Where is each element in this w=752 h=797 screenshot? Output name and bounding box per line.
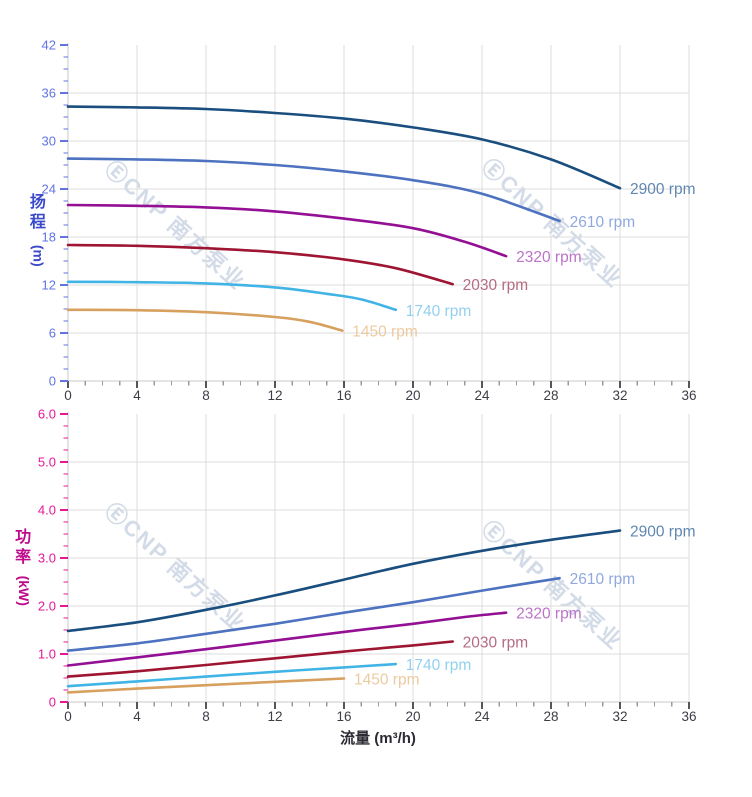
head-curve-label-2900-rpm: 2900 rpm [630, 181, 695, 198]
head-x-tick-label: 28 [543, 388, 558, 403]
head-curve-label-1450-rpm: 1450 rpm [352, 324, 417, 341]
power-axis-title-unit: (kW) [15, 575, 32, 606]
power-curve-label-1450-rpm: 1450 rpm [354, 671, 419, 688]
head-x-tick-label: 16 [336, 388, 351, 403]
head-curve-label-2030-rpm: 2030 rpm [463, 277, 528, 294]
head-axis-title: 扬程 (m) [27, 193, 49, 267]
power-x-tick-label: 8 [202, 709, 210, 724]
head-curve-2610-rpm [66, 157, 561, 223]
power-y-tick-label: 0 [49, 695, 56, 710]
power-x-tick-label: 16 [336, 709, 351, 724]
power-y-tick-label: 2.0 [38, 599, 56, 614]
flow-axis-title: 流量 (m³/h) [340, 730, 416, 747]
head-curve-2900-rpm [66, 105, 622, 190]
power-x-tick-label: 12 [267, 709, 282, 724]
head-axis-title-unit: (m) [30, 244, 47, 267]
head-y-tick-label: 0 [49, 374, 56, 389]
head-x-tick-label: 4 [133, 388, 141, 403]
head-y-ticks: 0 6 12 18 24 30 36 42 [42, 38, 68, 389]
head-curve-label-2320-rpm: 2320 rpm [516, 249, 581, 266]
head-curve-label-1740-rpm: 1740 rpm [406, 303, 471, 320]
power-curve-1450-rpm [66, 677, 346, 694]
power-curve-label-2900-rpm: 2900 rpm [630, 524, 695, 541]
head-y-tick-label: 6 [49, 326, 56, 341]
power-y-tick-label: 1.0 [38, 647, 56, 662]
power-chart: 0 4 8 12 16 20 24 28 32 36 0 1.0 2.0 3.0 4.0 5.0 6.0 2900… [38, 407, 697, 725]
power-y-tick-label: 4.0 [38, 503, 56, 518]
head-x-ticks: 0 4 8 12 16 20 24 28 32 36 [64, 381, 697, 403]
head-y-tick-label: 18 [42, 230, 56, 245]
head-x-tick-label: 8 [202, 388, 210, 403]
power-curve-label-1740-rpm: 1740 rpm [406, 657, 471, 674]
power-x-tick-label: 28 [543, 709, 558, 724]
power-curve-label-2320-rpm: 2320 rpm [516, 606, 581, 623]
head-y-tick-label: 12 [42, 278, 56, 293]
power-x-tick-label: 0 [64, 709, 72, 724]
head-x-tick-label: 20 [405, 388, 420, 403]
power-x-tick-label: 36 [681, 709, 696, 724]
power-curve-2320-rpm [66, 611, 508, 667]
head-x-tick-label: 0 [64, 388, 72, 403]
power-axis-lines [67, 412, 690, 703]
power-y-ticks: 0 1.0 2.0 3.0 4.0 5.0 6.0 [38, 407, 68, 710]
power-curve-label-2610-rpm: 2610 rpm [570, 571, 635, 588]
head-curve-1450-rpm [66, 308, 344, 332]
power-x-tick-label: 4 [133, 709, 141, 724]
head-x-tick-label: 12 [267, 388, 282, 403]
head-curve-2030-rpm [66, 243, 454, 286]
head-x-tick-label: 24 [474, 388, 490, 403]
power-x-tick-label: 24 [474, 709, 490, 724]
head-x-tick-label: 36 [681, 388, 696, 403]
head-x-tick-label: 32 [612, 388, 627, 403]
power-y-tick-label: 3.0 [38, 551, 56, 566]
power-curve-1740-rpm [66, 662, 398, 688]
power-y-tick-label: 5.0 [38, 455, 56, 470]
head-axis-title-cn: 扬程 [29, 194, 46, 231]
head-curve-1740-rpm [66, 280, 398, 312]
head-y-tick-label: 36 [42, 86, 56, 101]
power-axis-title-cn: 功率 [15, 529, 32, 566]
head-y-tick-label: 24 [42, 182, 56, 197]
head-y-tick-label: 30 [42, 134, 56, 149]
power-x-ticks: 0 4 8 12 16 20 24 28 32 36 [64, 702, 697, 724]
power-gridlines [68, 414, 690, 702]
power-curve-2610-rpm [66, 576, 561, 652]
power-x-tick-label: 20 [405, 709, 420, 724]
power-axis-title: 功率 (kW) [8, 528, 38, 606]
power-curve-label-2030-rpm: 2030 rpm [463, 635, 528, 652]
head-chart: 0 4 8 12 16 20 24 28 32 36 0 6 12 18 24 30 36 42 2900 rpm 2… [42, 38, 697, 404]
head-curve-2320-rpm [66, 203, 508, 258]
power-curve-2900-rpm [66, 529, 622, 633]
power-x-tick-label: 32 [612, 709, 627, 724]
head-y-tick-label: 42 [42, 38, 56, 53]
power-curve-2030-rpm [66, 640, 454, 678]
head-curve-label-2610-rpm: 2610 rpm [570, 214, 635, 231]
power-y-tick-label: 6.0 [38, 407, 56, 422]
head-gridlines [68, 45, 690, 381]
